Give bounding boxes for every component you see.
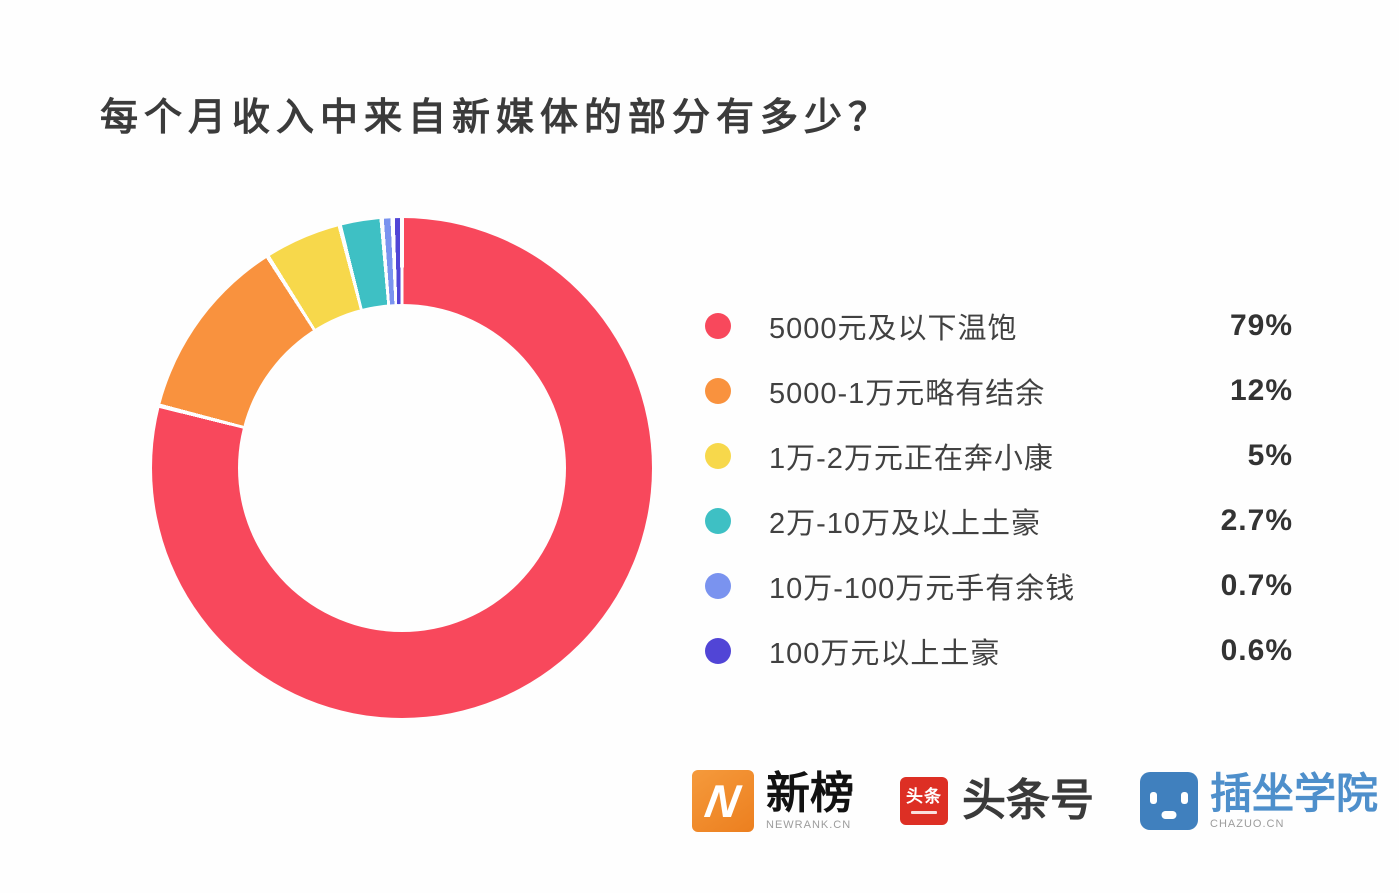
legend-value: 0.6% bbox=[1220, 633, 1293, 667]
legend-label: 2万-10万及以上土豪 bbox=[769, 507, 1042, 540]
legend: 5000元及以下温饱 79% 5000-1万元略有结余 12% 1万-2万元正在… bbox=[705, 293, 1293, 683]
newrank-logo-subtext: NEWRANK.CN bbox=[766, 819, 852, 832]
legend-value: 12% bbox=[1229, 373, 1293, 407]
footer-logos: N 新榜 NEWRANK.CN 头条 头条号 插坐学院 CHAZUO.CN bbox=[692, 770, 1378, 832]
chazuo-face-eye-left bbox=[1150, 792, 1157, 804]
legend-color-dot bbox=[705, 572, 731, 599]
legend-item: 5000-1万元略有结余 12% bbox=[705, 358, 1293, 423]
newrank-logo-text: 新榜 bbox=[766, 768, 854, 818]
legend-value: 2.7% bbox=[1220, 503, 1293, 537]
chazuo-face-mouth bbox=[1161, 811, 1177, 819]
legend-item: 100万元以上土豪 0.6% bbox=[705, 618, 1293, 683]
legend-item: 5000元及以下温饱 79% bbox=[705, 293, 1293, 358]
donut-hole bbox=[238, 304, 566, 632]
logo-toutiao: 头条 头条号 bbox=[900, 777, 1094, 825]
logo-chazuo: 插坐学院 CHAZUO.CN bbox=[1140, 769, 1379, 831]
legend-item: 2万-10万及以上土豪 2.7% bbox=[705, 488, 1293, 553]
newrank-n-glyph: N bbox=[701, 775, 745, 827]
legend-label: 10万-100万元手有余钱 bbox=[769, 572, 1076, 605]
toutiao-logo-icon: 头条 bbox=[900, 777, 948, 825]
legend-label: 5000-1万元略有结余 bbox=[769, 377, 1046, 410]
donut-chart bbox=[152, 218, 652, 718]
legend-label: 100万元以上土豪 bbox=[769, 637, 1001, 670]
legend-color-dot bbox=[705, 507, 731, 534]
logo-newrank: N 新榜 NEWRANK.CN bbox=[692, 770, 854, 832]
chazuo-face-eye-right bbox=[1181, 792, 1188, 804]
toutiao-mark-text: 头条 bbox=[906, 787, 942, 807]
legend-color-dot bbox=[705, 442, 731, 469]
legend-color-dot bbox=[705, 312, 731, 339]
toutiao-logo-text: 头条号 bbox=[962, 775, 1094, 825]
legend-label: 5000元及以下温饱 bbox=[769, 312, 1018, 345]
legend-color-dot bbox=[705, 377, 731, 404]
legend-value: 0.7% bbox=[1220, 568, 1293, 602]
chazuo-logo-text: 插坐学院 bbox=[1210, 769, 1379, 817]
newrank-logo-icon: N bbox=[692, 770, 754, 832]
legend-item: 10万-100万元手有余钱 0.7% bbox=[705, 553, 1293, 618]
legend-item: 1万-2万元正在奔小康 5% bbox=[705, 423, 1293, 488]
chazuo-logo-icon bbox=[1140, 772, 1198, 830]
legend-label: 1万-2万元正在奔小康 bbox=[769, 442, 1054, 475]
chazuo-logo-subtext: CHAZUO.CN bbox=[1210, 818, 1285, 831]
toutiao-mark-bar bbox=[911, 810, 937, 814]
legend-value: 79% bbox=[1229, 308, 1293, 342]
legend-color-dot bbox=[705, 637, 731, 664]
chart-title: 每个月收入中来自新媒体的部分有多少？ bbox=[100, 97, 893, 139]
legend-value: 5% bbox=[1247, 438, 1293, 472]
